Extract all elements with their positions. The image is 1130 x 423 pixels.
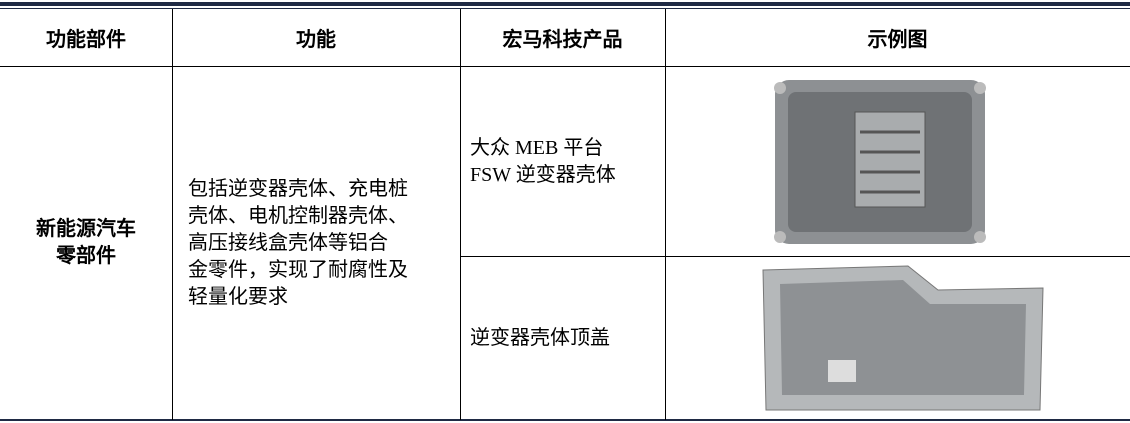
boss [774, 231, 786, 243]
product-cell: 逆变器壳体顶盖 [470, 257, 665, 419]
text-line: FSW 逆变器壳体 [470, 163, 616, 186]
row-rule [460, 256, 1130, 257]
col-rule [172, 9, 173, 420]
product-image [774, 80, 986, 244]
header-rule [0, 66, 1130, 67]
text-line: 零部件 [56, 245, 116, 267]
boss [974, 231, 986, 243]
header-cell: 功能部件 [46, 29, 126, 51]
header-cell: 宏马科技产品 [502, 29, 623, 51]
label-patch [828, 360, 856, 382]
col-rule [665, 9, 666, 420]
top-rule [0, 2, 1130, 6]
top-rule-thin [0, 8, 1130, 9]
boss [774, 82, 786, 94]
text-line: 逆变器壳体顶盖 [470, 326, 610, 349]
bottom-rule [0, 419, 1130, 421]
component-cell: 新能源汽车 零部件 [0, 67, 172, 419]
header-cell: 示例图 [867, 29, 928, 51]
text-line: 壳体、电机控制器壳体、 [188, 204, 408, 227]
header-cell: 功能 [296, 29, 336, 51]
text-line: 高压接线盒壳体等铝合 [188, 231, 388, 254]
text-line: 包括逆变器壳体、充电桩 [188, 177, 408, 200]
product-cell: 大众 MEB 平台 FSW 逆变器壳体 [470, 67, 665, 256]
text-line: 新能源汽车 [36, 218, 136, 240]
text-line: 金零件，实现了耐腐性及 [188, 258, 408, 281]
ribs [860, 130, 920, 194]
boss [974, 82, 986, 94]
product-image [762, 265, 1044, 411]
col-rule [460, 9, 461, 420]
function-cell: 包括逆变器壳体、充电桩 壳体、电机控制器壳体、 高压接线盒壳体等铝合 金零件，实现了耐… [188, 67, 460, 419]
text-line: 轻量化要求 [188, 285, 288, 308]
text-line: 大众 MEB 平台 [470, 136, 604, 159]
